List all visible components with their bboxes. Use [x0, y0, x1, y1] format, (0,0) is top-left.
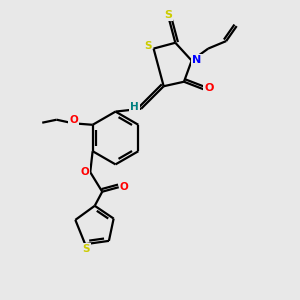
- Text: S: S: [82, 244, 89, 254]
- Text: O: O: [120, 182, 128, 192]
- Text: S: S: [144, 40, 151, 51]
- Text: O: O: [80, 167, 89, 177]
- Text: O: O: [69, 115, 78, 125]
- Text: S: S: [164, 10, 172, 20]
- Text: N: N: [192, 55, 202, 65]
- Text: H: H: [130, 102, 139, 112]
- Text: O: O: [204, 83, 214, 93]
